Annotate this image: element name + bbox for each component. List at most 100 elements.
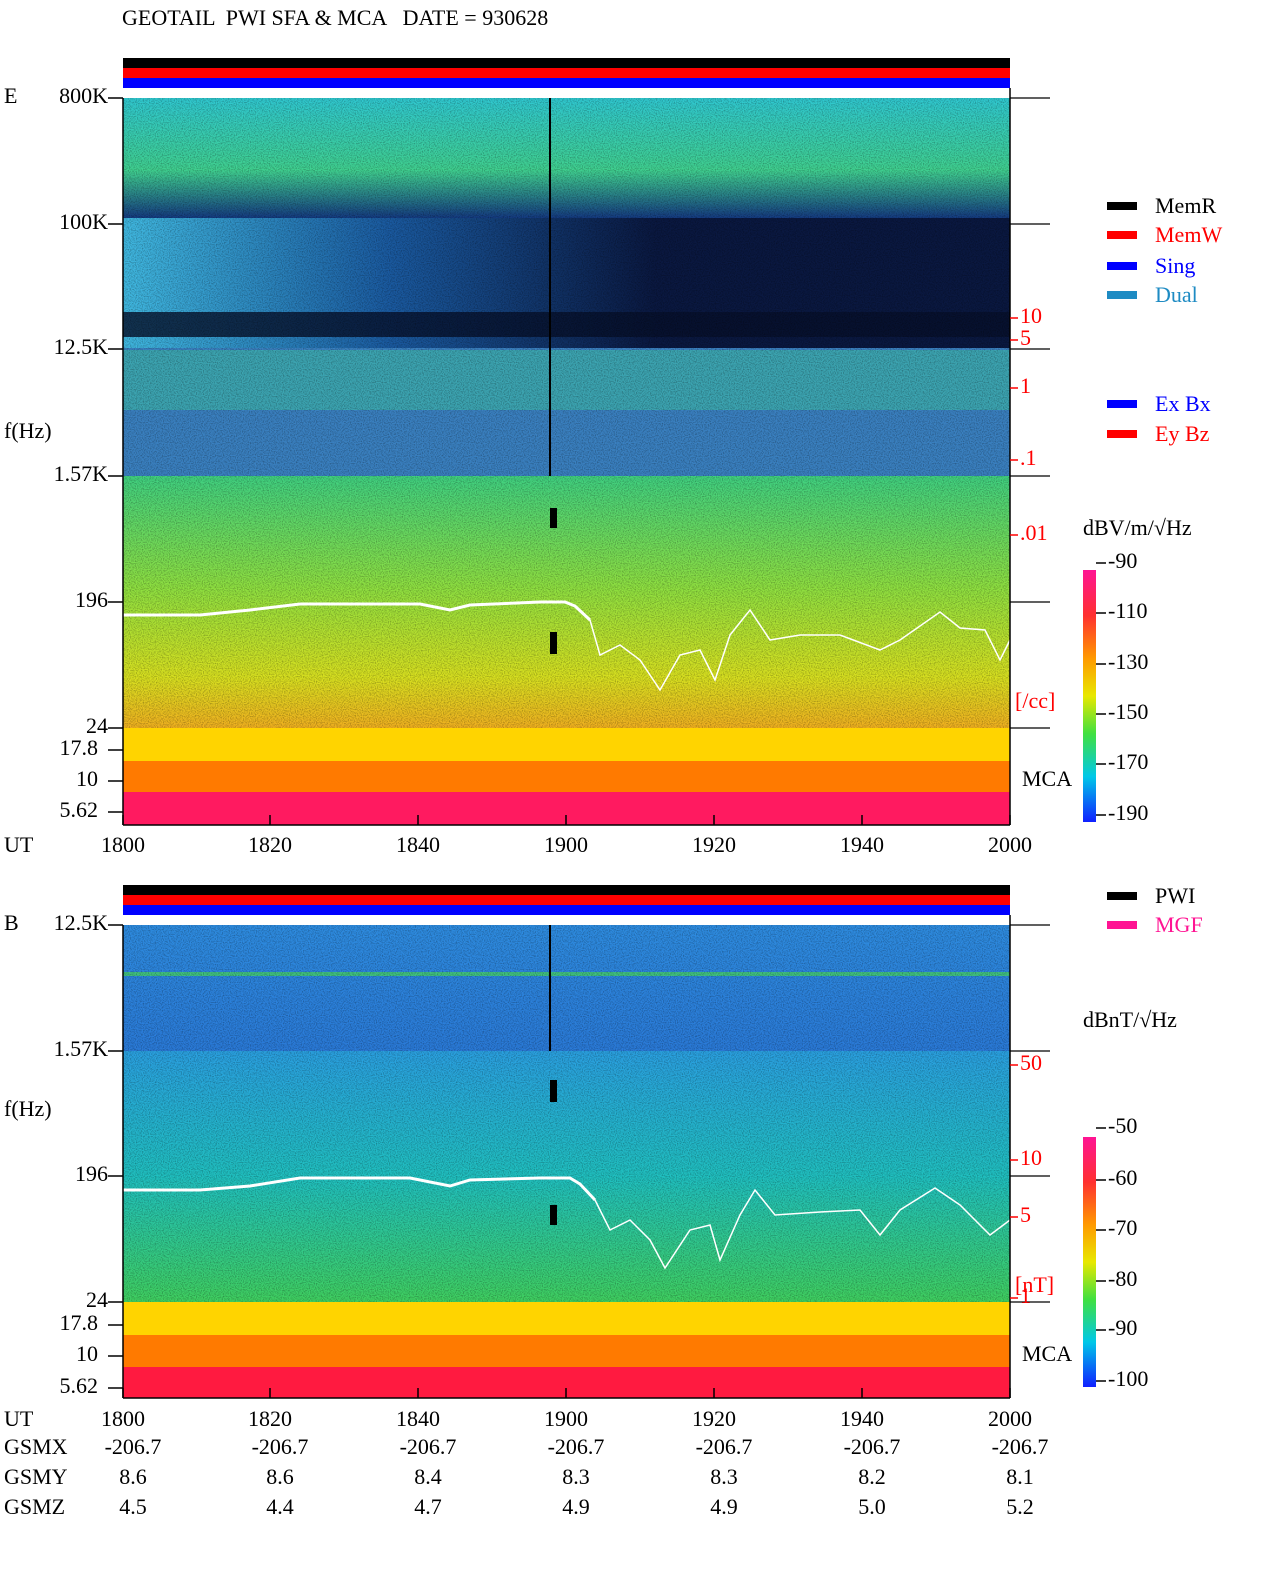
orbit-value: 4.4 [266, 1494, 294, 1519]
density-tick-label: 5 [1020, 325, 1031, 350]
colorbar-tick-label: -90 [1108, 548, 1137, 573]
density-tick-label: 5 [1020, 1202, 1031, 1227]
legend-label: MemW [1155, 222, 1222, 247]
orbit-value: -206.7 [252, 1434, 309, 1459]
freq-tick-label: 100K [59, 209, 108, 234]
x-tick-label: 1800 [101, 1406, 145, 1431]
freq-tick-label: 12.5K [54, 334, 109, 359]
orbit-row-label: GSMY [4, 1464, 68, 1489]
orbit-row-label: GSMX [4, 1434, 68, 1459]
x-tick-label: 1920 [692, 832, 736, 857]
x-tick-label: 1920 [692, 1406, 736, 1431]
orbit-value: -206.7 [992, 1434, 1049, 1459]
orbit-value: 8.6 [266, 1464, 294, 1489]
spectrogram-art [123, 58, 1096, 1398]
freq-tick-label: 800K [59, 83, 108, 108]
x-tick-label: 1800 [101, 832, 145, 857]
legend-swatch [1107, 921, 1137, 929]
legend-label: Ex Bx [1155, 391, 1211, 416]
freq-tick-label: 196 [75, 587, 108, 612]
legend-label: Sing [1155, 253, 1195, 278]
mca-tick-label: 5.62 [60, 1373, 99, 1398]
density-unit: [nT] [1015, 1272, 1054, 1297]
x-tick-label: 1900 [544, 1406, 588, 1431]
density-tick-label: 1 [1020, 373, 1031, 398]
x-axis-label: UT [4, 832, 34, 857]
freq-tick-label: 24 [86, 713, 108, 738]
mca-tick-label: 17.8 [60, 735, 99, 760]
legend-swatch [1107, 262, 1137, 270]
freq-tick-label: 12.5K [54, 910, 109, 935]
orbit-value: -206.7 [400, 1434, 457, 1459]
legend-swatch [1107, 430, 1137, 438]
orbit-value: 5.2 [1006, 1494, 1034, 1519]
freq-tick-label: 196 [75, 1161, 108, 1186]
legend-swatch [1107, 400, 1137, 408]
orbit-value: -206.7 [548, 1434, 605, 1459]
colorbar-label: dBV/m/√Hz [1083, 515, 1192, 540]
density-tick-label: .1 [1020, 445, 1037, 470]
mca-tick-label: 5.62 [60, 797, 99, 822]
freq-tick-label: 1.57K [54, 461, 109, 486]
x-tick-label: 2000 [988, 1406, 1032, 1431]
orbit-value: 4.9 [562, 1494, 590, 1519]
legend-swatch [1107, 202, 1137, 210]
legend-label: Dual [1155, 282, 1198, 307]
colorbar-tick-label: -90 [1108, 1315, 1137, 1340]
orbit-value: 4.9 [710, 1494, 738, 1519]
orbit-value: 8.3 [710, 1464, 738, 1489]
density-tick-label: 50 [1020, 1050, 1042, 1075]
freq-tick-label: 1.57K [54, 1036, 109, 1061]
mca-tick-label: 17.8 [60, 1310, 99, 1335]
density-tick-label: 10 [1020, 303, 1042, 328]
orbit-value: -206.7 [696, 1434, 753, 1459]
orbit-value: 8.4 [414, 1464, 442, 1489]
x-tick-label: 1820 [248, 832, 292, 857]
colorbar-tick-label: -50 [1108, 1113, 1137, 1138]
mca-label: MCA [1022, 766, 1072, 791]
legend-label: Ey Bz [1155, 421, 1210, 446]
panel-label: E [4, 83, 17, 108]
legend-swatch [1107, 892, 1137, 900]
mca-label: MCA [1022, 1341, 1072, 1366]
colorbar-tick-label: -70 [1108, 1215, 1137, 1240]
x-tick-label: 1840 [396, 1406, 440, 1431]
mca-tick-label: 10 [76, 1341, 98, 1366]
orbit-value: -206.7 [105, 1434, 162, 1459]
density-tick-label: 10 [1020, 1145, 1042, 1170]
orbit-value: 8.2 [858, 1464, 886, 1489]
orbit-value: 4.7 [414, 1494, 442, 1519]
colorbar-tick-label: -150 [1108, 699, 1148, 724]
orbit-value: -206.7 [844, 1434, 901, 1459]
orbit-value: 8.3 [562, 1464, 590, 1489]
legend-swatch [1107, 291, 1137, 299]
colorbar-tick-label: -60 [1108, 1165, 1137, 1190]
freq-tick-label: 24 [86, 1287, 108, 1312]
density-tick-label: .01 [1020, 520, 1048, 545]
x-tick-label: 1940 [840, 832, 884, 857]
x-tick-label: 1820 [248, 1406, 292, 1431]
colorbar-tick-label: -100 [1108, 1366, 1148, 1391]
colorbar-label: dBnT/√Hz [1083, 1007, 1177, 1032]
colorbar-tick-label: -80 [1108, 1266, 1137, 1291]
density-unit: [/cc] [1015, 688, 1055, 713]
x-axis-label: UT [4, 1406, 34, 1431]
legend-swatch [1107, 231, 1137, 239]
colorbar-tick-label: -130 [1108, 649, 1148, 674]
legend-label: PWI [1155, 883, 1195, 908]
legend-label: MemR [1155, 193, 1216, 218]
colorbar-tick-label: -110 [1108, 598, 1148, 623]
x-tick-label: 1840 [396, 832, 440, 857]
y-axis-label: f(Hz) [4, 1096, 52, 1121]
orbit-value: 8.1 [1006, 1464, 1034, 1489]
orbit-value: 5.0 [858, 1494, 886, 1519]
orbit-row-label: GSMZ [4, 1494, 65, 1519]
x-tick-label: 1900 [544, 832, 588, 857]
legend-label: MGF [1155, 912, 1203, 937]
mca-tick-label: 10 [76, 766, 98, 791]
y-axis-label: f(Hz) [4, 418, 52, 443]
title: GEOTAIL PWI SFA & MCA DATE = 930628 [122, 5, 548, 30]
orbit-value: 4.5 [119, 1494, 147, 1519]
